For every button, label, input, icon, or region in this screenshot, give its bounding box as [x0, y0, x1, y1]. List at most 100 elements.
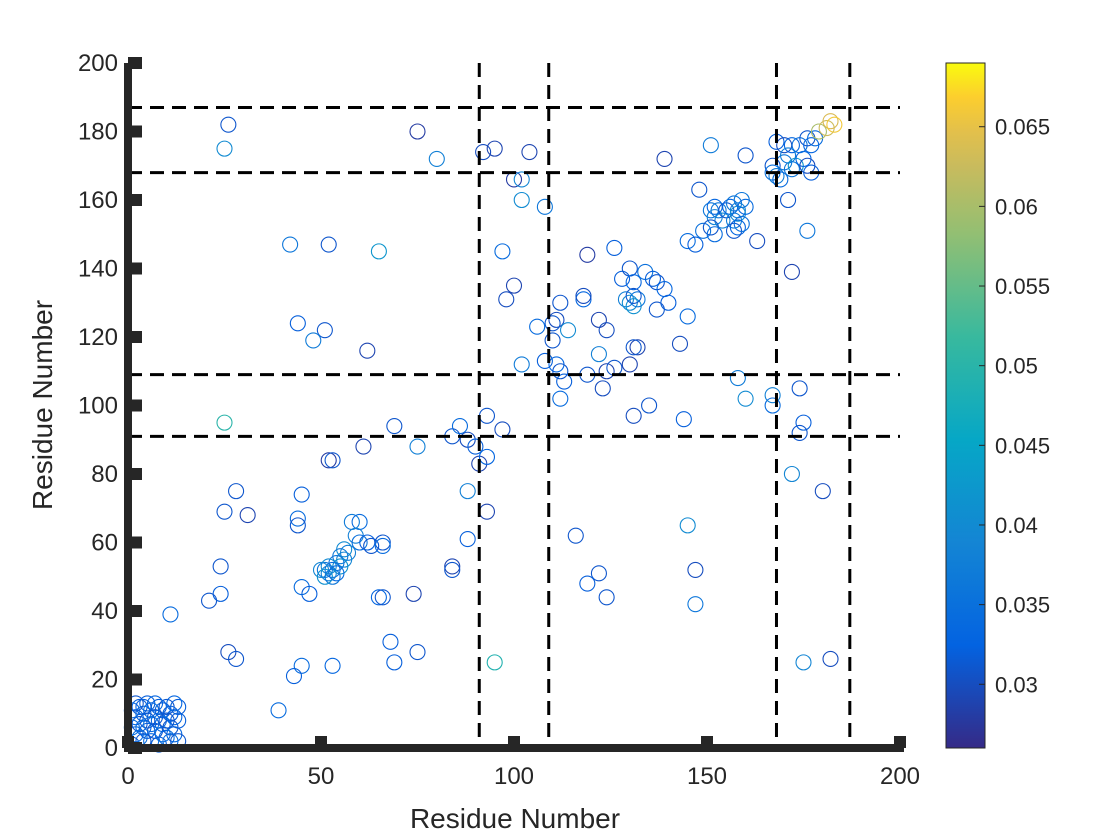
y-tick-label: 20 [91, 667, 118, 694]
data-point [799, 222, 816, 239]
x-tick-mark [701, 736, 713, 748]
data-point [548, 311, 565, 328]
data-point [783, 263, 800, 280]
data-point [158, 712, 175, 729]
data-point [166, 695, 183, 712]
x-tick-mark [894, 736, 906, 748]
data-point [505, 277, 523, 294]
data-point [579, 246, 596, 263]
data-point [382, 633, 399, 650]
data-point [170, 712, 187, 729]
data-point [783, 465, 800, 483]
data-point [648, 301, 665, 318]
data-point [536, 352, 553, 370]
data-point [691, 181, 708, 198]
data-point [270, 702, 287, 719]
data-point [625, 339, 642, 356]
data-point [293, 657, 310, 674]
data-point [544, 315, 561, 332]
data-point [687, 561, 704, 578]
data-point [702, 137, 719, 154]
data-point [359, 342, 376, 359]
x-tick-label: 0 [121, 763, 134, 790]
data-point [316, 322, 333, 339]
data-point [772, 171, 789, 188]
data-point [791, 424, 808, 441]
data-point [374, 589, 391, 606]
data-point [289, 517, 306, 534]
data-point [729, 219, 746, 236]
colorbar-tick-label: 0.055 [995, 274, 1050, 299]
data-point [625, 407, 642, 424]
data-point [733, 215, 750, 233]
data-point [475, 144, 492, 161]
data-point [814, 483, 831, 500]
data-point [282, 236, 299, 253]
y-tick-mark [128, 468, 142, 480]
data-point [629, 339, 646, 356]
data-point [822, 113, 839, 130]
data-point [467, 438, 484, 455]
data-point [451, 417, 469, 435]
data-point [146, 695, 164, 712]
data-point [409, 644, 426, 661]
data-point [478, 407, 496, 424]
data-point [529, 318, 546, 335]
colorbar-tick-label: 0.05 [995, 354, 1038, 379]
y-tick-label: 100 [78, 393, 118, 420]
data-point [826, 116, 843, 133]
colorbar-tick-label: 0.03 [995, 672, 1038, 697]
y-tick-mark [128, 262, 142, 275]
data-point [687, 236, 704, 253]
data-point [764, 397, 781, 414]
data-point [544, 332, 561, 349]
x-tick-mark [315, 736, 327, 748]
y-tick-label: 0 [105, 735, 118, 762]
data-point [521, 144, 538, 161]
data-point [679, 233, 696, 250]
data-point [641, 397, 658, 414]
y-tick-mark [128, 194, 142, 206]
y-tick-label: 120 [78, 324, 118, 351]
data-point [409, 438, 426, 455]
data-point [289, 315, 306, 332]
data-point [644, 270, 662, 287]
data-point [494, 243, 511, 260]
y-tick-mark [128, 125, 142, 138]
data-point [305, 332, 322, 349]
data-point [590, 346, 607, 363]
data-point [606, 239, 623, 256]
data-point [552, 294, 569, 311]
y-tick-label: 180 [78, 119, 118, 146]
data-point [135, 719, 152, 736]
data-point [795, 654, 812, 671]
data-point [409, 123, 426, 140]
data-point [579, 575, 596, 592]
data-point [374, 534, 391, 551]
data-point [556, 373, 573, 390]
data-point [162, 606, 179, 623]
y-axis-title: Residue Number [27, 300, 58, 510]
y-tick-mark [128, 673, 142, 686]
data-point [590, 565, 607, 582]
data-point [386, 417, 403, 435]
data-point [320, 452, 337, 469]
y-tick-label: 40 [91, 598, 118, 625]
data-point [737, 390, 754, 407]
y-tick-mark [128, 331, 142, 343]
data-point [552, 363, 569, 380]
data-point [810, 123, 827, 140]
data-point [629, 291, 646, 308]
y-tick-mark [128, 57, 142, 69]
data-point [444, 561, 461, 578]
data-point [444, 558, 461, 575]
data-point [486, 140, 503, 157]
data-point [135, 698, 152, 715]
colorbar-tick-label: 0.04 [995, 513, 1038, 538]
data-point [216, 414, 233, 431]
colorbar-tick-label: 0.06 [995, 194, 1038, 219]
data-point [212, 558, 229, 575]
data-point [822, 650, 839, 668]
data-point [679, 308, 696, 325]
